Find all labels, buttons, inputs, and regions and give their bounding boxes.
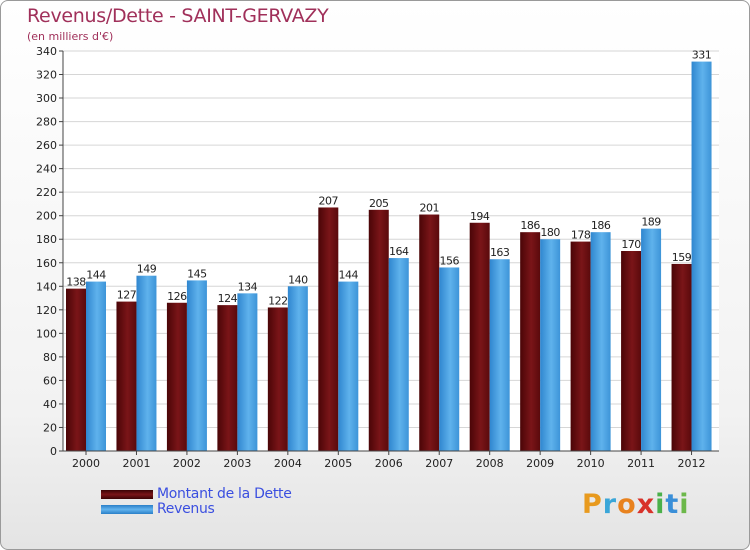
bar-revenus [186, 280, 207, 451]
logo-letter: i [679, 489, 690, 520]
y-tick-label: 40 [43, 398, 57, 411]
data-label-dette: 127 [117, 289, 137, 302]
y-tick-label: 240 [36, 163, 57, 176]
bar-revenus [237, 293, 258, 451]
data-label-revenus: 331 [692, 49, 712, 62]
bar-dette [368, 209, 389, 451]
bar-dette [469, 222, 490, 451]
y-tick-label: 300 [36, 92, 57, 105]
data-label-revenus: 186 [591, 219, 611, 232]
x-tick-label: 2002 [173, 457, 201, 470]
bar-revenus [287, 286, 308, 451]
y-tick-label: 340 [36, 45, 57, 58]
data-label-revenus: 144 [339, 269, 359, 282]
logo-letter: x [636, 489, 656, 520]
y-tick-label: 220 [36, 186, 57, 199]
logo-letter: t [665, 489, 680, 520]
bar-dette [671, 263, 692, 451]
y-tick-label: 80 [43, 351, 57, 364]
bar-revenus [641, 228, 662, 451]
data-label-dette: 178 [571, 229, 591, 242]
data-label-dette: 186 [520, 219, 540, 232]
bar-revenus [540, 239, 561, 451]
data-label-revenus: 189 [641, 216, 661, 229]
data-label-revenus: 156 [439, 254, 459, 267]
y-tick-label: 100 [36, 327, 57, 340]
data-label-revenus: 134 [238, 280, 258, 293]
chart-subtitle: (en milliers d'€) [27, 30, 114, 43]
logo-letter: i [655, 489, 666, 520]
y-tick-label: 0 [50, 445, 57, 458]
x-tick-label: 2010 [577, 457, 605, 470]
data-label-revenus: 149 [137, 263, 157, 276]
data-label-dette: 138 [66, 276, 86, 289]
bar-revenus [489, 259, 510, 451]
y-tick-label: 180 [36, 233, 57, 246]
legend-label-debt: Montant de la Dette [157, 486, 292, 502]
data-label-revenus: 145 [187, 267, 207, 280]
x-tick-label: 2007 [425, 457, 453, 470]
y-tick-label: 260 [36, 139, 57, 152]
bar-dette [419, 214, 440, 451]
data-label-revenus: 140 [288, 273, 308, 286]
bar-dette [166, 302, 187, 451]
x-tick-label: 2003 [223, 457, 251, 470]
logo-letter: o [617, 489, 637, 520]
x-tick-label: 2004 [274, 457, 302, 470]
bar-revenus [691, 61, 712, 452]
bar-revenus [439, 267, 460, 451]
data-label-revenus: 163 [490, 246, 510, 259]
data-label-dette: 201 [419, 202, 439, 215]
proxiti-logo: Proxiti [582, 489, 690, 520]
y-tick-label: 160 [36, 257, 57, 270]
y-tick-label: 200 [36, 210, 57, 223]
data-label-dette: 170 [621, 238, 641, 251]
data-label-dette: 124 [218, 292, 238, 305]
x-tick-label: 2011 [627, 457, 655, 470]
data-label-dette: 159 [672, 251, 692, 264]
data-label-dette: 207 [319, 194, 339, 207]
y-tick-label: 280 [36, 116, 57, 129]
x-tick-label: 2001 [122, 457, 150, 470]
y-tick-label: 120 [36, 304, 57, 317]
x-tick-label: 2008 [476, 457, 504, 470]
bar-revenus [338, 281, 359, 451]
legend-swatch-debt [101, 490, 153, 499]
logo-letter: P [582, 489, 603, 520]
x-tick-label: 2000 [72, 457, 100, 470]
data-label-revenus: 144 [86, 269, 106, 282]
bar-dette [267, 307, 288, 451]
data-label-dette: 122 [268, 294, 288, 307]
bar-revenus [136, 275, 157, 451]
bar-revenus [590, 232, 611, 451]
bar-dette [520, 232, 541, 451]
y-tick-label: 140 [36, 280, 57, 293]
x-tick-label: 2009 [526, 457, 554, 470]
data-label-dette: 205 [369, 197, 389, 210]
y-tick-label: 20 [43, 421, 57, 434]
bar-dette [116, 301, 137, 451]
bar-dette [66, 288, 86, 451]
bar-dette [570, 241, 591, 451]
bar-revenus [86, 281, 106, 451]
bar-dette [217, 305, 238, 451]
y-tick-label: 60 [43, 374, 57, 387]
bar-dette [318, 207, 339, 451]
bar-dette [621, 251, 642, 451]
data-label-revenus: 164 [389, 245, 409, 258]
chart-title: Revenus/Dette - SAINT-GERVAZY [27, 5, 329, 27]
y-tick-label: 320 [36, 69, 57, 82]
data-label-dette: 194 [470, 210, 490, 223]
bar-revenus [388, 258, 409, 451]
legend-label-revenus: Revenus [157, 501, 215, 517]
legend-swatch-revenus [101, 505, 153, 514]
x-tick-label: 2006 [375, 457, 403, 470]
x-tick-label: 2012 [678, 457, 706, 470]
logo-letter: r [602, 489, 618, 520]
data-label-dette: 126 [167, 290, 187, 303]
data-label-revenus: 180 [540, 226, 560, 239]
x-tick-label: 2005 [324, 457, 352, 470]
